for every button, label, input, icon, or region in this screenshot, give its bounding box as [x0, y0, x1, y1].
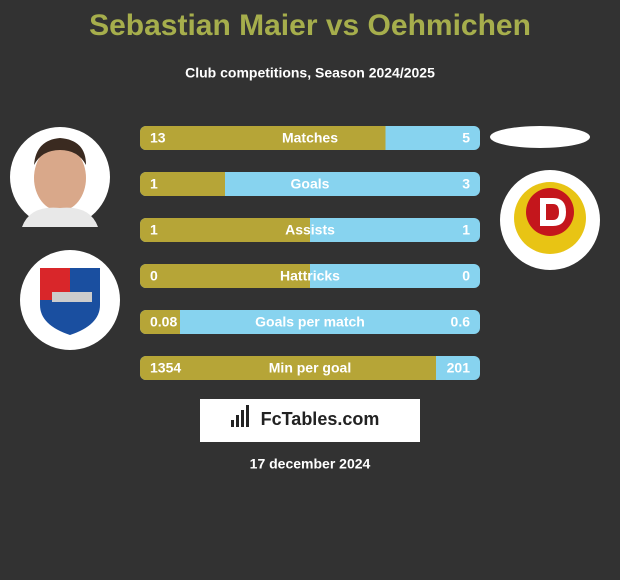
bar-left: [140, 264, 310, 288]
right-value: 3: [462, 176, 470, 192]
brand-icon: [231, 405, 249, 427]
right-value: 0: [462, 268, 470, 284]
right-value: 1: [462, 222, 470, 238]
row-label: Min per goal: [269, 360, 351, 376]
bar-right: [140, 310, 480, 334]
right-value: 5: [462, 130, 470, 146]
left-value: 1354: [150, 360, 181, 376]
date: 17 december 2024: [250, 456, 371, 472]
row-label: Hattricks: [280, 268, 340, 284]
row-label: Goals per match: [255, 314, 365, 330]
row-label: Matches: [282, 130, 338, 146]
left-value: 13: [150, 130, 166, 146]
subtitle: Club competitions, Season 2024/2025: [185, 65, 435, 81]
right-value: 201: [447, 360, 471, 376]
bar-left: [140, 126, 386, 150]
club-logo-placeholder: [490, 126, 590, 148]
bar-left: [140, 172, 225, 196]
player-photo: [10, 127, 110, 227]
row-label: Assists: [285, 222, 335, 238]
row-label: Goals: [291, 176, 330, 192]
brand: FcTables.com: [261, 409, 380, 429]
left-value: 0.08: [150, 314, 177, 330]
club-logo-left: [20, 250, 120, 350]
club-logo-right: [500, 170, 600, 270]
left-value: 1: [150, 222, 158, 238]
left-value: 0: [150, 268, 158, 284]
bar-left: [140, 218, 310, 242]
left-value: 1: [150, 176, 158, 192]
bar-left: [140, 310, 180, 334]
title: Sebastian Maier vs Oehmichen: [89, 9, 531, 42]
right-value: 0.6: [451, 314, 471, 330]
bar-left: [140, 356, 437, 380]
